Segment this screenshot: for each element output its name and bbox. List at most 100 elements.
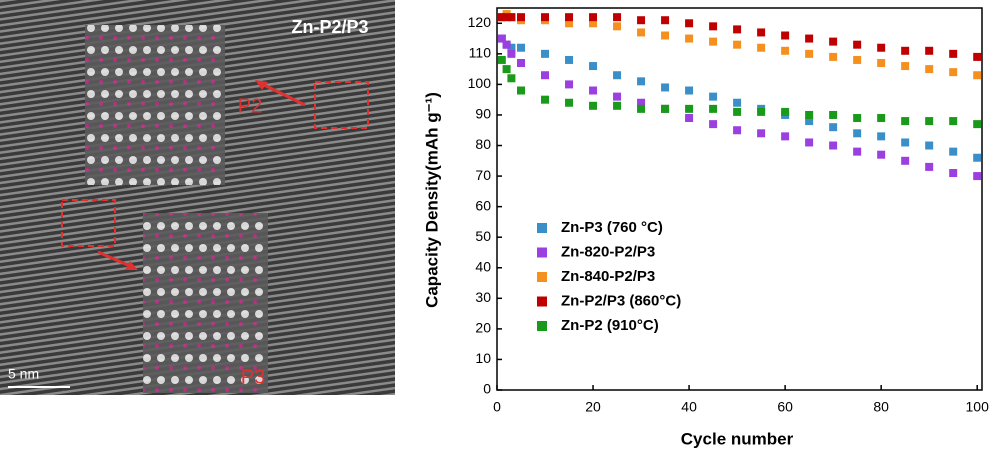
x-tick-label: 20 bbox=[585, 399, 601, 415]
data-point bbox=[502, 65, 511, 74]
data-point bbox=[781, 31, 790, 40]
legend-marker bbox=[537, 272, 547, 282]
data-point bbox=[637, 104, 646, 113]
data-point bbox=[589, 101, 598, 110]
data-point bbox=[877, 150, 886, 159]
data-point bbox=[781, 107, 790, 116]
data-point bbox=[565, 98, 574, 107]
data-point bbox=[685, 86, 694, 95]
data-point bbox=[733, 40, 742, 49]
data-point bbox=[925, 141, 934, 150]
data-point bbox=[507, 43, 516, 52]
data-point bbox=[497, 55, 506, 64]
y-tick-label: 80 bbox=[475, 136, 491, 152]
data-point bbox=[973, 172, 982, 181]
x-tick-label: 40 bbox=[681, 399, 697, 415]
data-point bbox=[877, 132, 886, 141]
data-point bbox=[877, 114, 886, 123]
x-axis-title: Cycle number bbox=[681, 429, 794, 448]
data-point bbox=[507, 49, 516, 58]
data-point bbox=[805, 34, 814, 43]
data-point bbox=[517, 43, 526, 52]
data-point bbox=[901, 62, 910, 71]
legend-marker bbox=[537, 247, 547, 258]
data-point bbox=[613, 92, 622, 101]
data-point bbox=[901, 117, 910, 126]
data-point bbox=[853, 129, 862, 138]
data-point bbox=[709, 120, 718, 129]
data-point bbox=[661, 83, 670, 92]
data-point bbox=[973, 52, 982, 61]
y-tick-label: 100 bbox=[468, 75, 492, 91]
data-point bbox=[925, 117, 934, 126]
data-point bbox=[781, 132, 790, 141]
y-tick-label: 10 bbox=[475, 350, 491, 366]
data-point bbox=[541, 95, 550, 104]
data-point bbox=[973, 153, 982, 162]
y-tick-label: 90 bbox=[475, 106, 491, 122]
data-point bbox=[589, 13, 598, 22]
data-point bbox=[709, 37, 718, 46]
data-point bbox=[757, 129, 766, 138]
data-point bbox=[502, 40, 511, 49]
y-tick-label: 50 bbox=[475, 228, 491, 244]
data-point bbox=[589, 62, 598, 71]
data-point bbox=[637, 98, 646, 107]
data-point bbox=[901, 138, 910, 147]
data-point bbox=[949, 117, 958, 126]
y-tick-label: 30 bbox=[475, 289, 491, 305]
data-point bbox=[497, 13, 506, 22]
data-point bbox=[853, 147, 862, 156]
data-point bbox=[973, 71, 982, 80]
image-title: Zn-P2/P3 bbox=[291, 17, 368, 37]
data-point bbox=[685, 104, 694, 113]
tem-image: Zn-P2/P3 P2 P3 5 nm bbox=[0, 0, 395, 395]
data-point bbox=[757, 107, 766, 116]
data-point bbox=[565, 13, 574, 22]
data-point bbox=[853, 55, 862, 64]
legend-marker bbox=[537, 296, 547, 307]
data-point bbox=[853, 114, 862, 123]
data-point bbox=[709, 22, 718, 31]
data-point bbox=[733, 25, 742, 34]
data-point bbox=[973, 120, 982, 129]
y-tick-label: 60 bbox=[475, 197, 491, 213]
legend-label: Zn-820-P2/P3 bbox=[561, 243, 655, 260]
y-tick-label: 120 bbox=[468, 14, 492, 30]
legend-label: Zn-P3 (760 °C) bbox=[561, 219, 663, 236]
legend-label: Zn-P2 (910°C) bbox=[561, 317, 659, 334]
data-point bbox=[613, 22, 622, 31]
data-point bbox=[901, 46, 910, 55]
x-tick-label: 60 bbox=[777, 399, 793, 415]
data-point bbox=[541, 49, 550, 58]
x-tick-label: 0 bbox=[493, 399, 501, 415]
data-point bbox=[661, 104, 670, 113]
data-point bbox=[589, 86, 598, 95]
data-point bbox=[733, 107, 742, 116]
data-point bbox=[733, 126, 742, 135]
data-point bbox=[507, 74, 516, 83]
data-point bbox=[637, 28, 646, 37]
data-point bbox=[877, 59, 886, 68]
data-point bbox=[565, 19, 574, 28]
data-point bbox=[709, 92, 718, 101]
data-point bbox=[517, 13, 526, 22]
x-tick-label: 100 bbox=[966, 399, 990, 415]
data-point bbox=[805, 138, 814, 147]
y-tick-label: 40 bbox=[475, 258, 491, 274]
data-point bbox=[949, 147, 958, 156]
data-point bbox=[805, 117, 814, 126]
data-point bbox=[757, 28, 766, 37]
data-point bbox=[901, 156, 910, 165]
data-point bbox=[589, 19, 598, 28]
data-point bbox=[805, 49, 814, 58]
data-point bbox=[877, 43, 886, 52]
data-point bbox=[541, 71, 550, 80]
data-point bbox=[829, 37, 838, 46]
data-point bbox=[733, 98, 742, 107]
x-tick-label: 80 bbox=[873, 399, 889, 415]
legend-label: Zn-P2/P3 (860°C) bbox=[561, 292, 681, 309]
data-point bbox=[517, 86, 526, 95]
legend-marker bbox=[537, 321, 547, 331]
